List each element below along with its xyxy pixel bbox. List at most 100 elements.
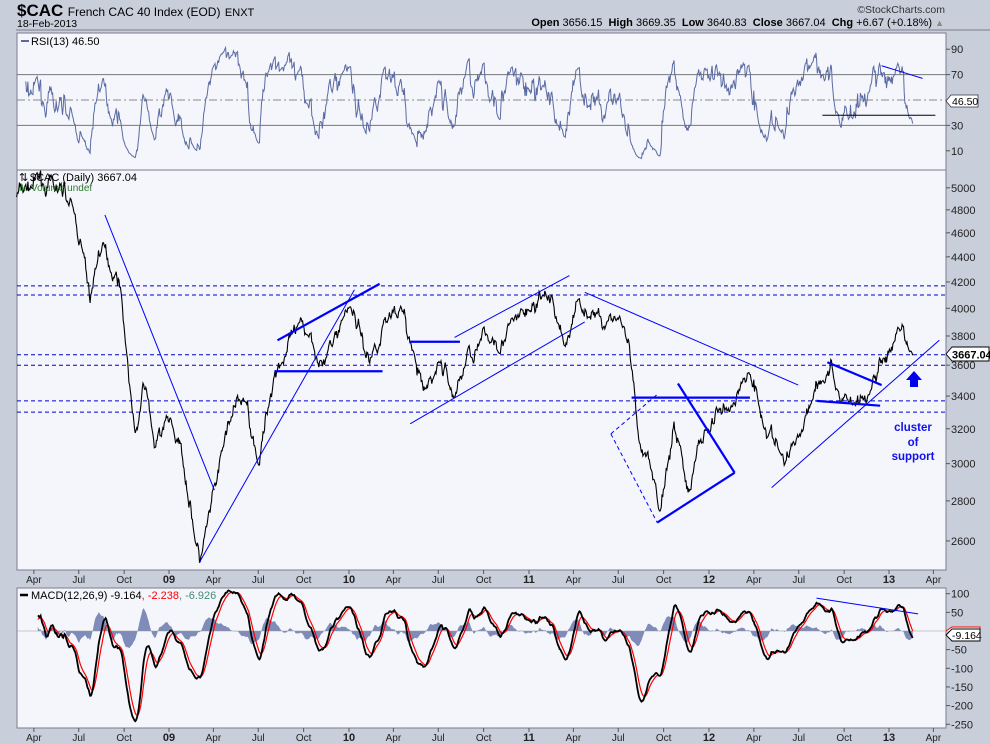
x-axis-tick-label: Oct [296,575,312,586]
x-axis-tick-label: Jul [252,733,265,744]
x-axis-tick-label: Apr [926,733,942,744]
macd-axis-tick-label: 100 [951,589,969,601]
x-axis-tick-label: Apr [746,575,762,586]
price-axis-tick-label: 2800 [951,496,975,508]
price-axis-tick-label: 4200 [951,277,975,289]
macd-axis-tick-label: -150 [951,682,973,694]
x-axis-tick-label: Jul [792,733,805,744]
x-axis-tick-label: 10 [343,732,355,744]
x-axis-tick-label: Jul [612,733,625,744]
macd-label-hist: , -6.926 [179,590,216,602]
price-legend: $CAC (Daily) 3667.04 [30,172,137,184]
x-axis-tick-label: Oct [116,733,132,744]
x-axis-tick-label: Oct [656,733,672,744]
x-axis-tick-label: Oct [656,575,672,586]
price-axis-tick-label: 3200 [951,424,975,436]
price-line [16,170,914,564]
price-axis-tick-label: 5000 [951,183,975,195]
annotation-line-1: cluster [894,422,932,434]
trendline [656,471,736,524]
x-axis-tick-label: 10 [343,574,355,586]
macd-axis-tick-label: -50 [951,645,967,657]
chart-title: $CAC French CAC 40 Index (EOD) ENXT [17,1,254,21]
open-value: 3656.15 [562,17,603,29]
x-axis-tick-label: 13 [883,732,895,744]
x-axis-tick-label: Jul [72,575,85,586]
low-label: Low [681,17,704,29]
macd-axis-tick-label: 50 [951,607,963,619]
chart-date: 18-Feb-2013 [17,18,78,30]
x-axis-tick-label: Apr [926,575,942,586]
macd-label-main: MACD(12,26,9) -9.164 [31,590,142,602]
triangle-up-icon: ▲ [935,18,944,28]
x-axis-tick-label: Apr [206,575,222,586]
x-axis-tick-label: Jul [432,733,445,744]
price-axis-tick-label: 2600 [951,536,975,548]
x-axis-tick-label: 12 [703,574,715,586]
rsi-label: RSI(13) 46.50 [31,36,99,48]
trendline [104,214,215,491]
cluster-of-support-note: cluster of support [892,422,935,463]
rsi-value: 46.50 [952,96,978,108]
high-value: 3669.35 [635,17,676,29]
price-axis-tick-label: 4600 [951,228,975,240]
macd-value: -9.164 [952,630,982,642]
ohlc-summary: Open 3656.15 High 3669.35 Low 3640.83 Cl… [531,17,944,29]
macd-layer [17,589,946,723]
open-label: Open [531,17,560,29]
trendline [610,394,658,435]
macd-label: MACD(12,26,9) -9.164, -2.238, -6.926 [31,590,216,602]
x-axis-tick-label: Apr [386,575,402,586]
x-axis-tick-label: Jul [792,575,805,586]
index-name: French CAC 40 Index (EOD) [67,5,221,19]
rsi-value-tag: 46.50 [945,94,978,108]
price-axis-tick-label: 4800 [951,205,975,217]
x-axis-tick-label: Apr [746,733,762,744]
x-axis-tick-label: Oct [476,733,492,744]
price-axis-tick-label: 4400 [951,252,975,264]
price-legend-icon: ⇅ [19,172,28,184]
rsi-axis-tick-label: 30 [951,120,963,132]
close-label: Close [752,17,783,29]
rsi-trendline [881,65,923,79]
chg-value: +6.67 (+0.18%) [856,17,933,29]
trendline [816,399,881,407]
x-axis-tick-label: Apr [26,575,42,586]
x-axis-tick-label: Oct [116,575,132,586]
rsi-layer [17,45,946,160]
volume-legend: Volume undef [31,183,92,194]
symbol: $CAC [17,1,64,20]
trendline [826,361,883,387]
arrow-up-icon [906,371,922,387]
price-axis-tick-label: 4000 [951,303,975,315]
x-axis-tick-label: Apr [206,733,222,744]
macd-axis-tick-label: -200 [951,701,973,713]
macd-axis-tick-label: -100 [951,663,973,675]
x-axis-tick-label: Apr [386,733,402,744]
trendline [584,291,799,386]
annotation-line-3: support [892,451,935,463]
trendline [409,321,585,425]
macd-line [37,589,914,723]
macd-value-tag: -9.164 [945,626,982,642]
x-axis-tick-label: Jul [72,733,85,744]
price-axis-tick-label: 3600 [951,360,975,372]
macd-histogram [37,608,913,649]
x-axis-tick-label: 09 [163,574,175,586]
price-layer [16,170,946,564]
x-axis-tick-label: Oct [836,733,852,744]
chg-label: Chg [831,17,854,29]
trendline [454,275,570,338]
price-value: 3667.04 [952,350,990,362]
macd-axis-tick-label: -250 [951,719,973,731]
macd-panel [16,587,947,729]
x-axis-tick-label: Jul [432,575,445,586]
x-axis-tick-label: Apr [566,575,582,586]
trendline [276,282,381,342]
trendline [771,339,940,488]
rsi-axis-tick-label: 90 [951,44,963,56]
rsi-axis-tick-label: 10 [951,146,963,158]
x-axis-tick-label: Oct [836,575,852,586]
macd-label-signal: , -2.238 [142,590,179,602]
